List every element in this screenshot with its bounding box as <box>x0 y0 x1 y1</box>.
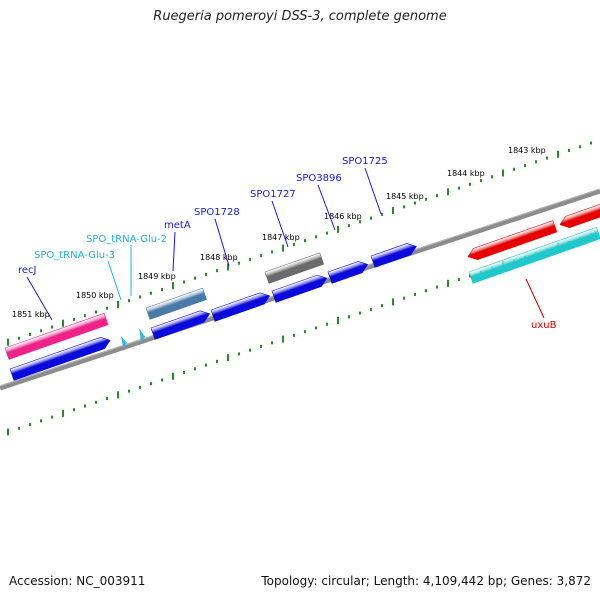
forward-gene <box>271 274 328 303</box>
forward-gene <box>370 243 417 268</box>
scale-label: 1848 kbp <box>200 253 238 262</box>
red-gene <box>467 220 558 260</box>
scale-label: 1849 kbp <box>138 272 176 281</box>
forward-gene <box>9 336 111 381</box>
scale-label: 1843 kbp <box>508 146 546 155</box>
gene-label: recJ <box>18 265 37 276</box>
red-gene <box>559 203 600 228</box>
forward-gene <box>210 292 271 322</box>
gene-label-leader <box>214 218 230 267</box>
uxub-gene <box>468 227 600 284</box>
scale-label: 1845 kbp <box>386 192 424 201</box>
scale-label: 1847 kbp <box>262 233 300 242</box>
trna-glu-3-mark <box>121 336 127 348</box>
gene-label: SPO1725 <box>342 156 388 167</box>
gene-label: SPO1728 <box>194 207 240 218</box>
scale-label: 1844 kbp <box>447 169 485 178</box>
gene-label-leader <box>525 278 545 319</box>
gene-label-leader <box>364 167 382 215</box>
recj-gene <box>4 312 109 360</box>
scale-label: 1850 kbp <box>76 291 114 300</box>
scale-label: 1851 kbp <box>12 310 50 319</box>
gene-label: SPO_tRNA-Glu-2 <box>86 234 167 245</box>
scale-label: 1846 kbp <box>324 212 362 221</box>
gene-label-leader <box>172 231 176 272</box>
gene-label: SPO_tRNA-Glu-3 <box>34 250 115 261</box>
gene-label-leader <box>317 184 336 231</box>
gene-label-leader <box>26 276 53 321</box>
meta-gene <box>145 287 207 320</box>
accession-text: Accession: NC_003911 <box>9 574 146 588</box>
trna-glu-2-mark <box>139 328 145 342</box>
gene-label-leader <box>107 260 122 301</box>
gene-label: SPO3896 <box>296 173 342 184</box>
genome-stats-text: Topology: circular; Length: 4,109,442 bp… <box>261 574 591 588</box>
gene-label: SPO1727 <box>250 189 296 200</box>
forward-gene <box>327 261 369 284</box>
gene-label: uxuB <box>531 320 557 331</box>
gene-label-leader <box>271 200 289 248</box>
spo1727-gene <box>264 252 325 284</box>
forward-gene <box>150 310 211 340</box>
gene-label: metA <box>164 220 191 231</box>
map-title: Ruegeria pomeroyi DSS-3, complete genome <box>153 9 447 24</box>
